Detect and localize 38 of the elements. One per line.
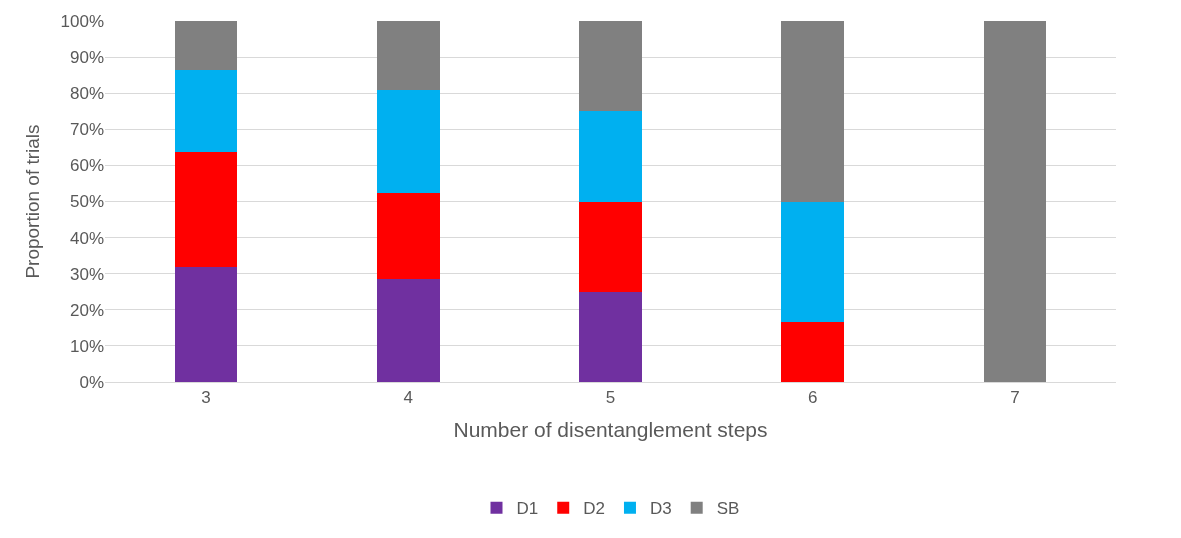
x-tick-label: 7 <box>1010 388 1020 408</box>
y-axis-title: Proportion of trials <box>22 124 44 279</box>
bar <box>781 321 845 382</box>
bar <box>579 111 642 202</box>
legend-label: SB <box>716 499 740 519</box>
x-tick-label: 6 <box>807 388 818 408</box>
y-tick-label: 30% <box>69 264 104 284</box>
legend-label: D3 <box>649 499 672 519</box>
y-tick-label: 80% <box>69 84 104 104</box>
x-tick-label: 5 <box>605 388 616 408</box>
bar <box>376 192 440 279</box>
bar <box>174 21 238 71</box>
y-tick-label: 60% <box>69 156 104 176</box>
bar <box>376 89 440 193</box>
bar <box>983 21 1047 382</box>
y-tick-label: 100% <box>60 11 104 31</box>
bar <box>781 21 845 202</box>
bar <box>376 278 440 382</box>
x-axis-title: Number of disentanglement steps <box>453 417 768 441</box>
x-tick-label: 4 <box>403 388 414 408</box>
y-tick-label: 0% <box>79 372 104 392</box>
y-tick-label: 40% <box>69 228 104 248</box>
bar <box>376 21 440 90</box>
legend-label: D1 <box>516 499 539 519</box>
y-tick-label: 90% <box>69 48 104 68</box>
y-tick-label: 50% <box>69 192 104 212</box>
y-tick-label: 70% <box>69 120 104 140</box>
x-tick-label: 3 <box>201 388 211 408</box>
bar <box>174 267 238 382</box>
y-tick-label: 20% <box>69 300 104 320</box>
bar <box>579 21 642 112</box>
bar <box>579 291 642 382</box>
legend-label: D2 <box>583 499 605 519</box>
y-tick-label: 10% <box>69 336 104 356</box>
bar <box>174 70 238 153</box>
bar <box>781 201 845 322</box>
bar <box>579 201 642 292</box>
bar <box>174 152 238 268</box>
